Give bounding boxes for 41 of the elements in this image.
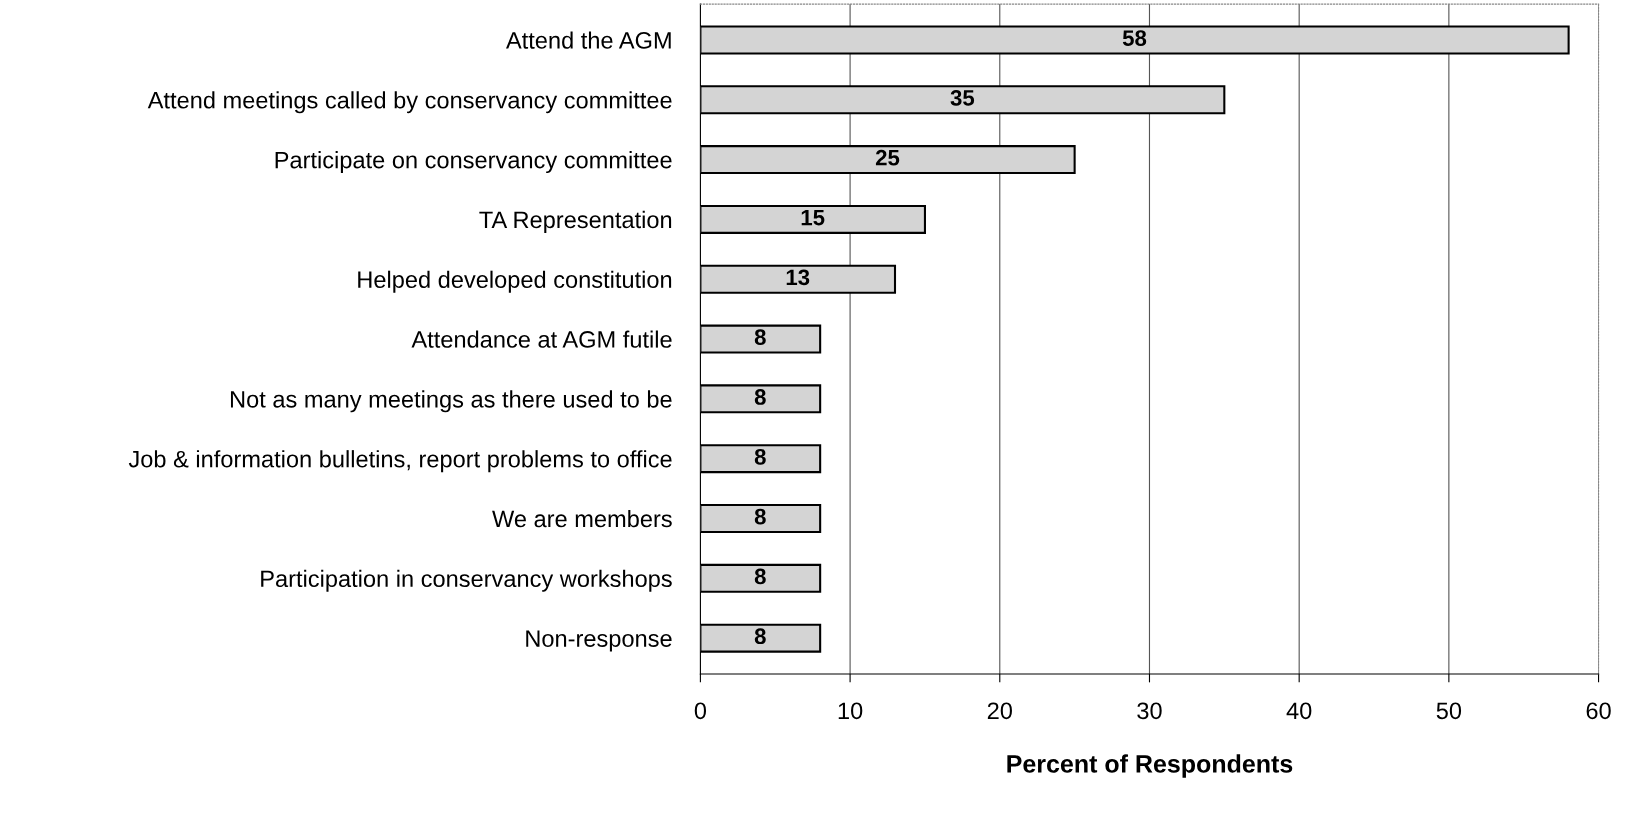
y-tick-label: We are members [492, 509, 672, 528]
bar [700, 145, 1076, 175]
y-tick-label: Attendance at AGM futile [411, 330, 672, 348]
bar [700, 25, 1570, 55]
data-label: 8 [754, 448, 766, 465]
bar [700, 444, 822, 474]
bar [700, 623, 822, 653]
x-tick-label: 10 [838, 702, 863, 720]
bar [700, 504, 822, 533]
y-tick-label: Participate on conservancy committee [275, 151, 672, 174]
data-label: 8 [754, 389, 766, 405]
data-label: 13 [786, 269, 810, 286]
x-tick-label: 30 [1137, 702, 1162, 720]
y-tick-label: Helped developed constitution [358, 270, 672, 293]
x-tick-label: 50 [1436, 702, 1462, 720]
data-label: 15 [801, 209, 825, 226]
data-label: 25 [875, 149, 900, 166]
data-label: 35 [950, 90, 975, 106]
y-tick-label: Attend meetings called by conservancy committee [147, 91, 672, 114]
bar [700, 204, 926, 234]
bar [700, 85, 1226, 115]
data-label: 8 [754, 329, 766, 346]
data-label: 58 [1122, 30, 1147, 46]
y-tick-label: Not as many meetings as there used to be [230, 390, 672, 413]
bar [700, 384, 822, 414]
bar [700, 563, 822, 593]
bar [700, 324, 822, 354]
x-tick-label: 40 [1286, 702, 1312, 720]
y-tick-label: TA Representation [479, 210, 672, 233]
bar [700, 264, 897, 294]
x-tick-label: 0 [694, 702, 707, 720]
y-tick-label: Job & information bulletins, report problems to office [128, 450, 672, 473]
x-tick-label: 20 [987, 702, 1012, 720]
x-axis-title: Percent of Respondents [1007, 754, 1293, 778]
data-label: 8 [754, 628, 766, 645]
y-tick-label: Attend the AGM [505, 31, 671, 49]
x-tick-label: 60 [1586, 702, 1611, 720]
data-label: 8 [754, 568, 766, 585]
data-label: 8 [754, 508, 766, 525]
y-tick-label: Participation in conservancy workshops [261, 569, 672, 592]
y-tick-label: Non-response [526, 630, 672, 652]
